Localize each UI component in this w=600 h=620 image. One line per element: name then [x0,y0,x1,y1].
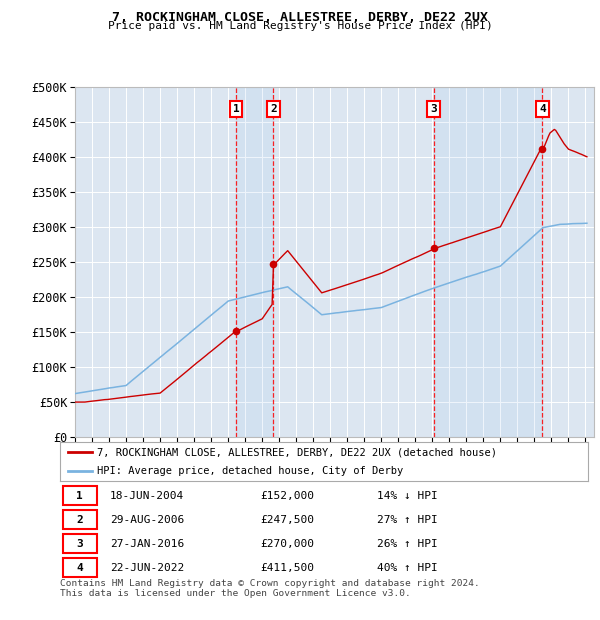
Text: 1: 1 [233,104,239,114]
Text: 14% ↓ HPI: 14% ↓ HPI [377,490,437,500]
Text: 1: 1 [76,490,83,500]
Text: Price paid vs. HM Land Registry's House Price Index (HPI): Price paid vs. HM Land Registry's House … [107,21,493,31]
Text: 27-JAN-2016: 27-JAN-2016 [110,539,184,549]
Text: 2: 2 [270,104,277,114]
Bar [434,87,542,437]
Text: HPI: Average price, detached house, City of Derby: HPI: Average price, detached house, City… [97,466,403,476]
Text: 18-JUN-2004: 18-JUN-2004 [110,490,184,500]
FancyBboxPatch shape [62,534,97,553]
Text: £411,500: £411,500 [260,563,314,573]
Text: 27% ↑ HPI: 27% ↑ HPI [377,515,437,525]
Text: 4: 4 [76,563,83,573]
Text: 2: 2 [76,515,83,525]
Text: £270,000: £270,000 [260,539,314,549]
Text: 3: 3 [76,539,83,549]
Text: 40% ↑ HPI: 40% ↑ HPI [377,563,437,573]
Text: £247,500: £247,500 [260,515,314,525]
FancyBboxPatch shape [62,486,97,505]
Text: 26% ↑ HPI: 26% ↑ HPI [377,539,437,549]
Text: 3: 3 [430,104,437,114]
Text: 7, ROCKINGHAM CLOSE, ALLESTREE, DERBY, DE22 2UX (detached house): 7, ROCKINGHAM CLOSE, ALLESTREE, DERBY, D… [97,448,497,458]
Bar [236,87,274,437]
Text: This data is licensed under the Open Government Licence v3.0.: This data is licensed under the Open Gov… [60,590,411,598]
Text: 4: 4 [539,104,546,114]
Text: Contains HM Land Registry data © Crown copyright and database right 2024.: Contains HM Land Registry data © Crown c… [60,579,480,588]
Text: £152,000: £152,000 [260,490,314,500]
FancyBboxPatch shape [62,510,97,529]
Text: 22-JUN-2022: 22-JUN-2022 [110,563,184,573]
Text: 29-AUG-2006: 29-AUG-2006 [110,515,184,525]
Text: 7, ROCKINGHAM CLOSE, ALLESTREE, DERBY, DE22 2UX: 7, ROCKINGHAM CLOSE, ALLESTREE, DERBY, D… [112,11,488,24]
FancyBboxPatch shape [62,558,97,577]
